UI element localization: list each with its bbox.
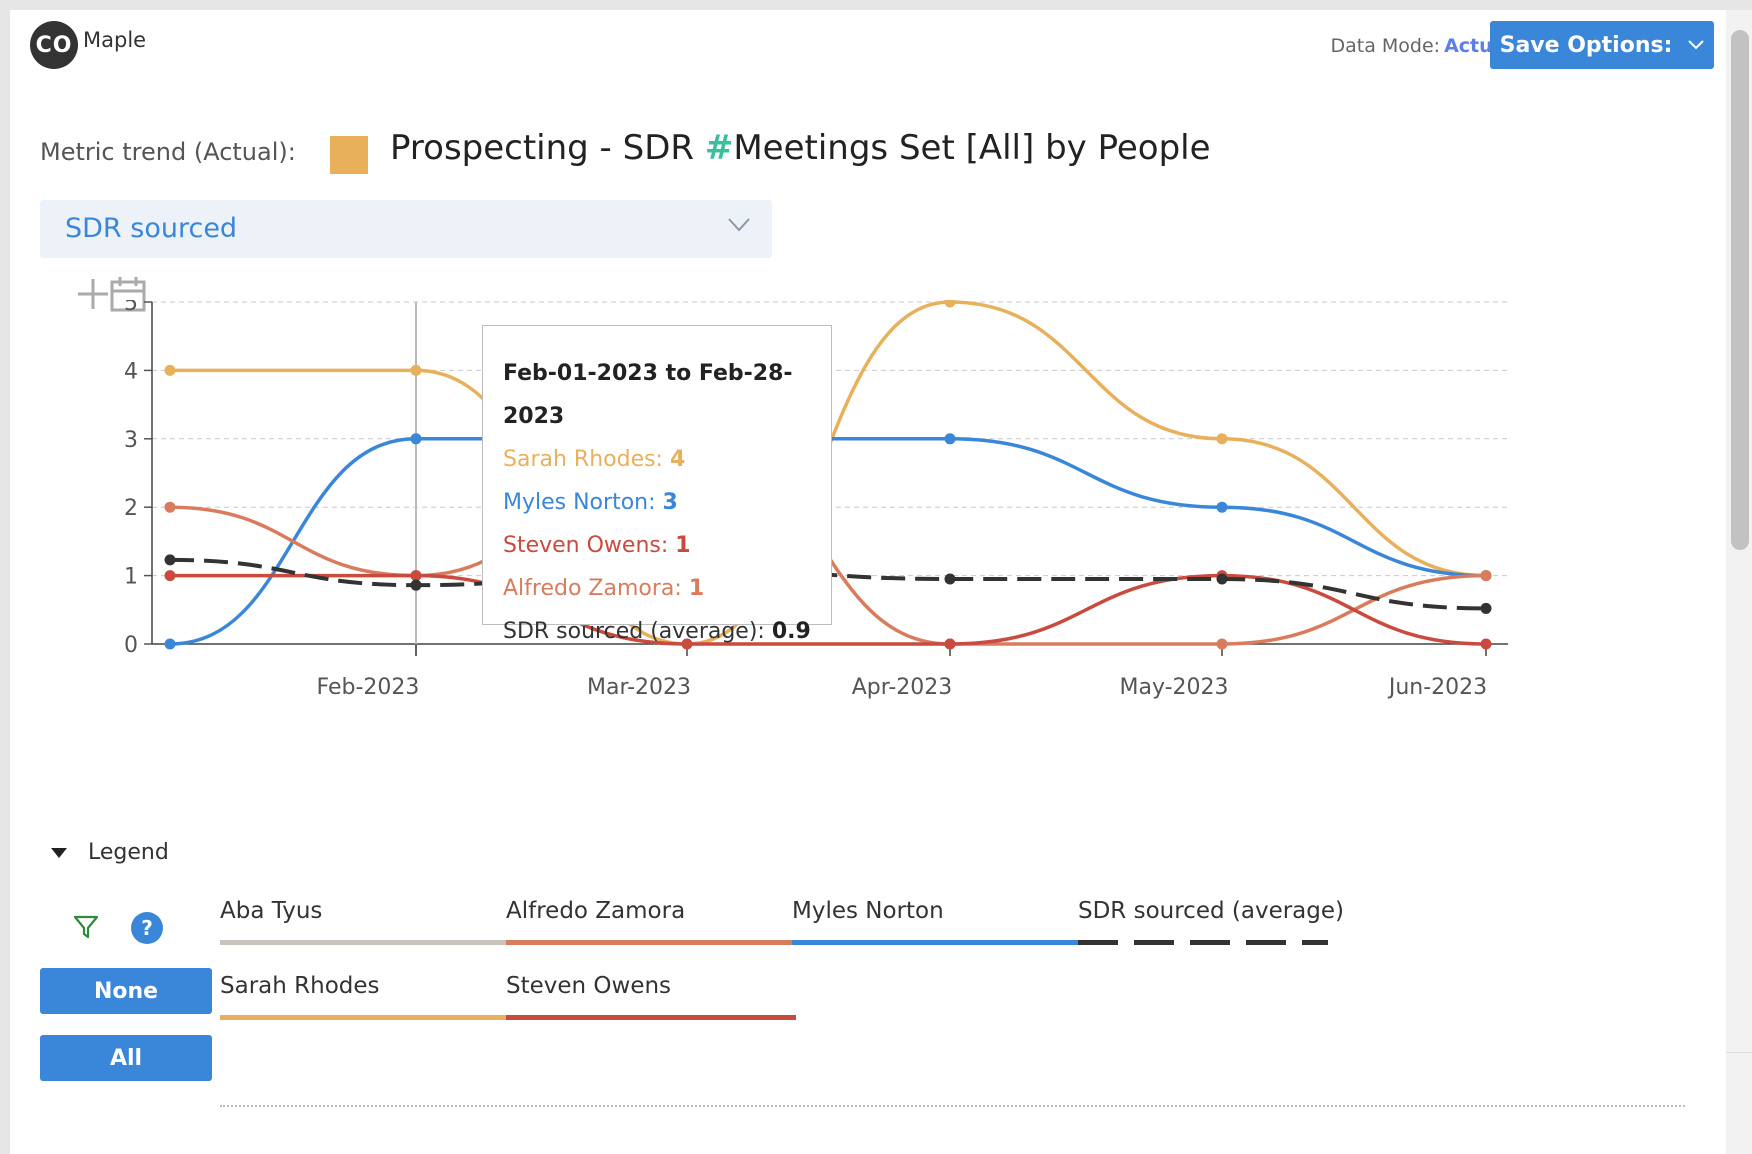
legend-item-label: SDR sourced (average) xyxy=(1078,898,1344,924)
y-tick-label: 2 xyxy=(124,496,138,521)
tooltip-row-name: Alfredo Zamora: xyxy=(503,576,682,601)
legend-toggle[interactable]: Legend xyxy=(50,840,169,865)
avatar[interactable]: CO xyxy=(30,21,78,69)
data-point xyxy=(1480,602,1492,614)
series-line xyxy=(170,573,1487,646)
metric-title-prefix: Prospecting - SDR xyxy=(390,128,695,168)
data-point xyxy=(1216,638,1228,650)
add-date-range-icon[interactable] xyxy=(76,274,148,314)
x-tick-label: May-2023 xyxy=(1119,675,1228,700)
legend-item-label: Myles Norton xyxy=(792,898,944,924)
legend-item-label: Alfredo Zamora xyxy=(506,898,686,924)
tooltip-row-value: 4 xyxy=(669,447,686,472)
tooltip-row-value: 1 xyxy=(675,533,691,558)
data-point xyxy=(410,570,422,582)
chevron-down-icon xyxy=(728,218,750,232)
data-point xyxy=(164,364,176,376)
y-tick-label: 3 xyxy=(124,428,138,453)
metric-trend-chart: 0 1 2 3 4 5 Feb-2023 Mar-2023 Apr-2023 May-2023 Ju… xyxy=(124,300,1508,700)
legend-item-label: Sarah Rhodes xyxy=(220,973,380,999)
legend-all-button[interactable]: All xyxy=(40,1035,212,1081)
data-point xyxy=(1216,573,1228,585)
legend-item-label: Aba Tyus xyxy=(220,898,323,924)
tooltip-row: Steven Owens: 1 xyxy=(503,524,811,567)
x-tick-label: Mar-2023 xyxy=(587,675,691,700)
data-point xyxy=(410,433,422,445)
data-point xyxy=(1480,570,1492,582)
tooltip-row: Sarah Rhodes: 4 xyxy=(503,438,811,481)
legend-item-swatch xyxy=(792,940,1082,945)
dropdown-selected-value: SDR sourced xyxy=(65,213,238,244)
save-options-button[interactable]: Save Options: xyxy=(1490,21,1714,69)
y-tick-label: 4 xyxy=(124,359,138,384)
tooltip-row: Alfredo Zamora: 1 xyxy=(503,567,811,610)
tooltip-row-value: 0.9 xyxy=(771,619,811,644)
legend-item[interactable]: Steven Owens xyxy=(506,973,796,1020)
legend-none-button[interactable]: None xyxy=(40,968,212,1014)
metric-title: Prospecting - SDR #Meetings Set [All] by… xyxy=(390,128,1211,168)
data-point xyxy=(164,501,176,513)
data-point xyxy=(944,573,956,585)
user-name: Maple xyxy=(83,28,147,52)
metric-label: Metric trend (Actual): xyxy=(40,138,296,166)
tooltip-title: Feb-01-2023 to Feb-28-2023 xyxy=(503,361,793,429)
tooltip-row-name: SDR sourced (average): xyxy=(503,619,765,644)
data-point xyxy=(944,300,956,308)
tooltip-row: Myles Norton: 3 xyxy=(503,481,811,524)
legend-item-swatch xyxy=(220,1015,510,1020)
legend-item[interactable]: Alfredo Zamora xyxy=(506,898,796,945)
data-point xyxy=(164,570,176,582)
legend-item-swatch xyxy=(220,940,510,945)
group-filter-dropdown[interactable]: SDR sourced xyxy=(40,200,772,258)
tooltip-row-name: Steven Owens: xyxy=(503,533,669,558)
filter-icon[interactable] xyxy=(73,914,99,940)
legend-divider xyxy=(220,1105,1685,1107)
data-mode-label: Data Mode: xyxy=(1330,35,1441,57)
tooltip-row-name: Myles Norton: xyxy=(503,490,656,515)
y-tick-label: 5 xyxy=(124,300,138,316)
main-panel: CO Maple Data Mode: Actual Save Options: … xyxy=(10,10,1752,1154)
x-tick-label: Apr-2023 xyxy=(852,675,953,700)
data-point xyxy=(944,638,956,650)
hash-icon: # xyxy=(704,128,734,168)
save-options-label: Save Options: xyxy=(1499,32,1673,58)
help-icon[interactable]: ? xyxy=(131,912,163,944)
y-tick-label: 0 xyxy=(124,633,138,658)
legend-item[interactable]: Myles Norton xyxy=(792,898,1082,945)
data-point xyxy=(944,433,956,445)
tooltip-row-name: Sarah Rhodes: xyxy=(503,447,663,472)
chevron-down-icon xyxy=(1688,40,1705,50)
legend-item-label: Steven Owens xyxy=(506,973,672,999)
data-point xyxy=(1216,433,1228,445)
tooltip-row-value: 3 xyxy=(662,490,678,515)
legend-toggle-label: Legend xyxy=(88,840,169,865)
legend-item[interactable]: Aba Tyus xyxy=(220,898,510,945)
tooltip-row: SDR sourced (average): 0.9 xyxy=(503,610,811,653)
x-tick-label: Jun-2023 xyxy=(1387,675,1487,700)
data-mode: Data Mode: Actual xyxy=(1331,35,1513,57)
data-point xyxy=(164,554,176,566)
data-point xyxy=(1216,501,1228,513)
x-tick-label: Feb-2023 xyxy=(317,675,420,700)
vertical-scrollbar[interactable] xyxy=(1726,10,1752,1154)
data-point xyxy=(410,579,422,591)
data-point xyxy=(410,364,422,376)
legend-item-swatch xyxy=(1078,940,1328,945)
legend-item-swatch xyxy=(506,940,796,945)
y-tick-label: 1 xyxy=(124,565,138,590)
legend-item[interactable]: Sarah Rhodes xyxy=(220,973,510,1020)
chart-tooltip: Feb-01-2023 to Feb-28-2023 Sarah Rhodes:… xyxy=(482,325,832,644)
legend-item-swatch xyxy=(506,1015,796,1020)
scrollbar-thumb[interactable] xyxy=(1731,30,1749,550)
metric-color-swatch xyxy=(330,136,368,174)
data-point xyxy=(681,638,693,650)
legend-item[interactable]: SDR sourced (average) xyxy=(1078,898,1368,945)
caret-down-icon xyxy=(51,847,67,858)
data-point xyxy=(164,638,176,650)
tooltip-row-value: 1 xyxy=(688,576,705,601)
metric-title-suffix: Meetings Set [All] by People xyxy=(733,128,1211,168)
scrollbar-divider xyxy=(1726,1052,1752,1053)
data-point xyxy=(1480,638,1492,650)
